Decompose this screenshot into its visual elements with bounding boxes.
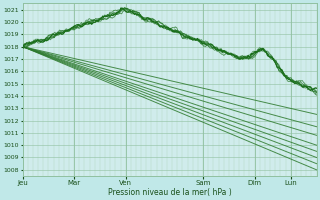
X-axis label: Pression niveau de la mer( hPa ): Pression niveau de la mer( hPa ) [108, 188, 231, 197]
